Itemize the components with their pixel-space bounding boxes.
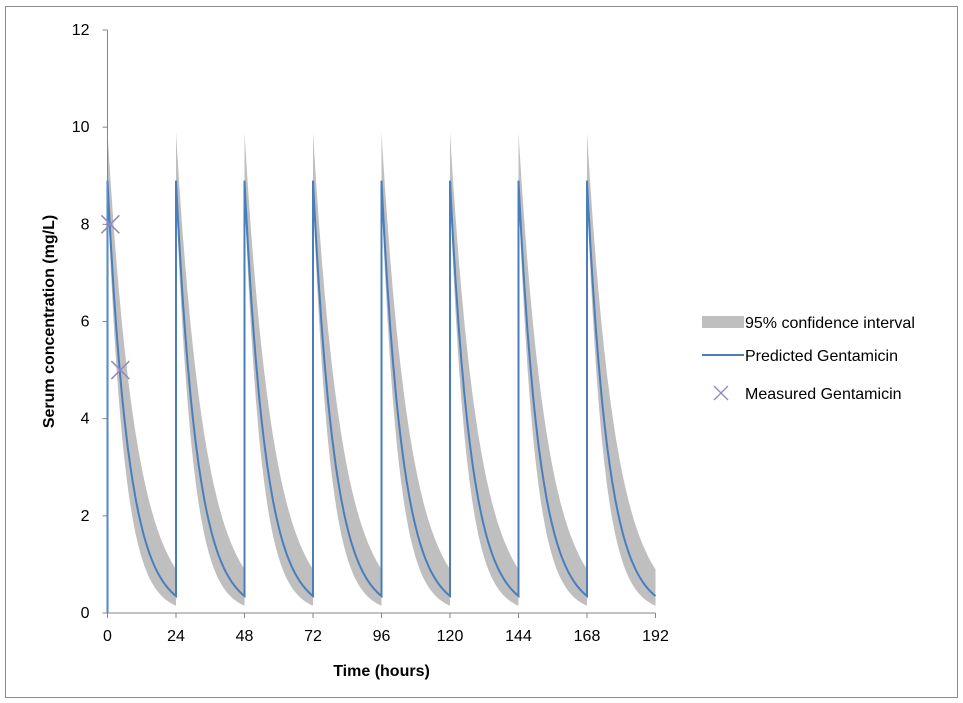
y-tick-label: 0 bbox=[81, 605, 90, 622]
legend-label-measured: Measured Gentamicin bbox=[745, 386, 902, 403]
ci-band-segment bbox=[107, 132, 176, 606]
ci-band-segment bbox=[587, 132, 656, 606]
y-tick-label: 2 bbox=[81, 508, 90, 525]
legend-swatch-measured bbox=[713, 385, 729, 401]
ci-band-segment bbox=[450, 132, 519, 606]
predicted-line bbox=[106, 180, 657, 613]
measured-point bbox=[110, 360, 130, 380]
y-tick-label: 6 bbox=[81, 314, 90, 331]
legend-label-ci: 95% confidence interval bbox=[745, 315, 915, 332]
y-tick-label: 8 bbox=[81, 216, 90, 233]
x-axis-title: Time (hours) bbox=[333, 663, 430, 680]
x-tick-label: 120 bbox=[437, 628, 464, 645]
ci-band-segment bbox=[518, 132, 587, 606]
y-axis-title: Serum concentration (mg/L) bbox=[41, 215, 58, 428]
legend-label-predicted: Predicted Gentamicin bbox=[745, 348, 898, 365]
x-tick-label: 24 bbox=[167, 628, 185, 645]
x-tick-label: 96 bbox=[373, 628, 391, 645]
ci-band-segment bbox=[313, 132, 382, 606]
x-tick-label: 144 bbox=[505, 628, 532, 645]
measured-point bbox=[100, 214, 120, 234]
chart-frame: 0 2 4 6 8 10 12 0 24 48 72 96 120 144 168 192 Time (hour… bbox=[5, 6, 958, 698]
y-tick-label: 4 bbox=[81, 411, 90, 428]
x-tick-label: 72 bbox=[304, 628, 322, 645]
x-tick-label: 168 bbox=[574, 628, 601, 645]
y-tick-label: 10 bbox=[72, 119, 90, 136]
legend-swatch-ci bbox=[702, 316, 744, 328]
x-tick-label: 192 bbox=[642, 628, 669, 645]
x-tick-label: 48 bbox=[236, 628, 254, 645]
y-tick-label: 12 bbox=[72, 22, 90, 39]
ci-band-segment bbox=[176, 132, 245, 606]
x-tick-label: 0 bbox=[103, 628, 112, 645]
ci-band-segment bbox=[244, 132, 313, 606]
ci-band-segment bbox=[381, 132, 450, 606]
